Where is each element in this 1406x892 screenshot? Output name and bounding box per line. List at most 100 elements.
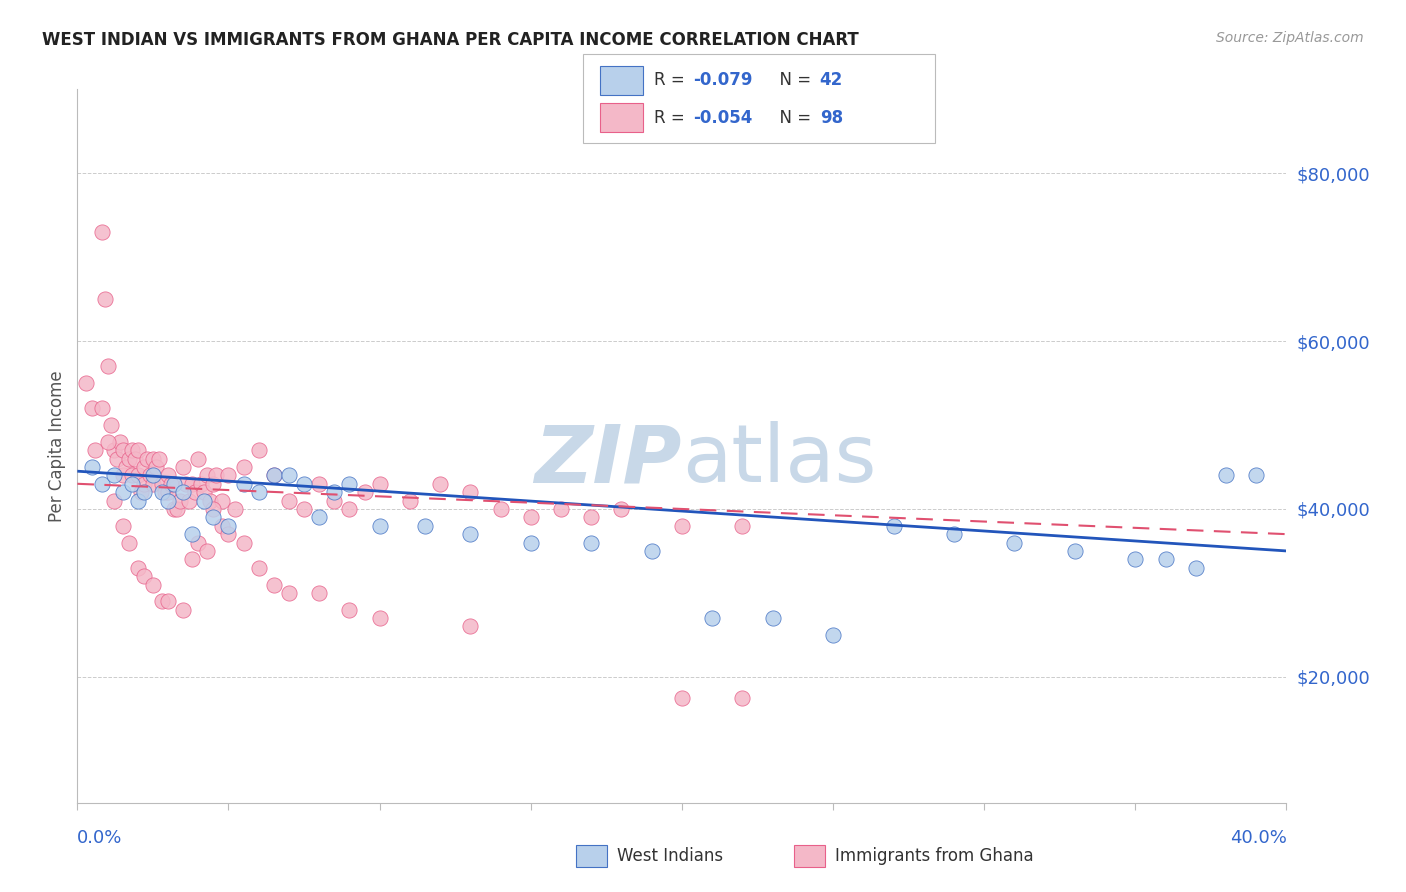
Point [82,401,104,416]
Point [142,451,165,466]
Point [118,535,141,549]
Point [1184,560,1206,574]
Point [118,451,141,466]
Point [179,493,201,508]
Point [150,476,173,491]
Point [323,485,346,500]
Point [121,443,143,458]
Point [157,594,180,608]
Point [153,485,176,500]
Point [129,485,152,500]
Point [247,485,270,500]
Point [172,485,194,500]
Point [142,476,165,491]
Point [429,476,451,491]
Point [139,468,162,483]
Point [218,527,240,541]
Point [883,518,905,533]
Y-axis label: Per Capita Income: Per Capita Income [48,370,66,522]
Point [127,493,149,508]
Point [671,518,693,533]
Point [581,535,603,549]
Point [520,510,543,524]
Point [90,476,112,491]
Point [278,586,301,600]
Text: atlas: atlas [682,421,876,500]
Point [195,468,218,483]
Point [75,376,97,390]
Point [942,527,965,541]
Point [458,619,481,633]
Text: West Indians: West Indians [617,847,723,865]
Point [368,611,391,625]
Point [127,468,149,483]
Text: -0.054: -0.054 [693,109,752,127]
Point [121,468,143,483]
Point [172,460,194,475]
Text: R =: R = [654,71,690,89]
Point [337,476,360,491]
Point [193,493,215,508]
Point [195,544,218,558]
Point [247,560,270,574]
Point [489,502,512,516]
Point [105,451,128,466]
Point [731,690,754,705]
Text: -0.079: -0.079 [693,71,752,89]
Text: WEST INDIAN VS IMMIGRANTS FROM GHANA PER CAPITA INCOME CORRELATION CHART: WEST INDIAN VS IMMIGRANTS FROM GHANA PER… [42,31,859,49]
Point [172,603,194,617]
Point [581,510,603,524]
Text: 42: 42 [820,71,844,89]
Text: Immigrants from Ghana: Immigrants from Ghana [835,847,1033,865]
Point [142,468,165,483]
Point [93,292,115,306]
Point [610,502,633,516]
Point [292,502,315,516]
Point [82,460,104,475]
Point [190,476,212,491]
Point [278,493,301,508]
Point [731,518,754,533]
Point [111,443,134,458]
Point [1246,468,1268,483]
Point [181,552,204,566]
Point [211,493,233,508]
Point [218,468,240,483]
Point [163,502,186,516]
Point [399,493,422,508]
Point [1004,535,1026,549]
Point [132,476,155,491]
Point [145,460,167,475]
Point [263,577,285,591]
Point [124,451,146,466]
Point [142,577,165,591]
Point [157,485,180,500]
Point [337,502,360,516]
Point [520,535,543,549]
Point [413,518,436,533]
Point [84,443,107,458]
Point [181,527,204,541]
Point [224,502,246,516]
Point [127,560,149,574]
Point [247,443,270,458]
Point [821,628,844,642]
Point [368,518,391,533]
Point [184,485,207,500]
Text: ZIP: ZIP [534,421,682,500]
Point [232,460,254,475]
Point [181,476,204,491]
Point [96,359,118,374]
Point [108,434,131,449]
Point [641,544,664,558]
Point [1123,552,1146,566]
Text: 98: 98 [820,109,842,127]
Point [157,468,180,483]
Point [193,485,215,500]
Point [121,476,143,491]
Point [96,434,118,449]
Point [127,443,149,458]
Text: Source: ZipAtlas.com: Source: ZipAtlas.com [1216,31,1364,45]
Point [353,485,375,500]
Point [187,535,209,549]
